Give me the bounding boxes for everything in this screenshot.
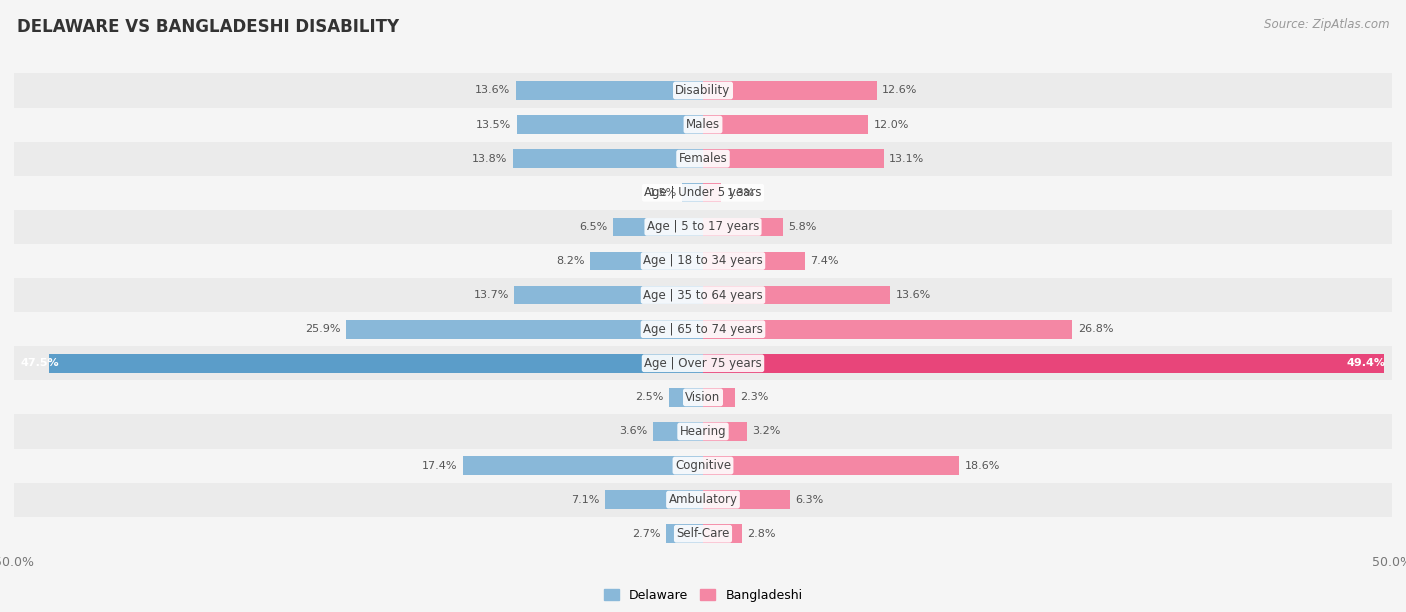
Text: Hearing: Hearing xyxy=(679,425,727,438)
Bar xyxy=(654,422,703,441)
Text: 6.5%: 6.5% xyxy=(579,222,607,232)
Bar xyxy=(703,149,883,168)
Text: 49.4%: 49.4% xyxy=(1346,358,1385,368)
Text: Age | 18 to 34 years: Age | 18 to 34 years xyxy=(643,255,763,267)
Bar xyxy=(703,286,890,304)
Bar xyxy=(14,346,1392,380)
Bar xyxy=(703,81,876,100)
Bar xyxy=(703,184,721,202)
Text: 13.1%: 13.1% xyxy=(889,154,924,163)
Bar xyxy=(703,252,806,271)
Text: 2.8%: 2.8% xyxy=(747,529,776,539)
Text: Source: ZipAtlas.com: Source: ZipAtlas.com xyxy=(1264,18,1389,31)
Bar xyxy=(14,380,1392,414)
Text: Age | Over 75 years: Age | Over 75 years xyxy=(644,357,762,370)
Text: Disability: Disability xyxy=(675,84,731,97)
Bar xyxy=(703,354,1384,373)
Bar xyxy=(14,108,1392,141)
Text: 12.6%: 12.6% xyxy=(882,86,918,95)
Text: Females: Females xyxy=(679,152,727,165)
Bar xyxy=(14,244,1392,278)
Text: 2.3%: 2.3% xyxy=(740,392,769,402)
Text: 12.0%: 12.0% xyxy=(875,119,910,130)
Bar xyxy=(666,524,703,543)
Bar xyxy=(463,456,703,475)
Text: DELAWARE VS BANGLADESHI DISABILITY: DELAWARE VS BANGLADESHI DISABILITY xyxy=(17,18,399,36)
Text: 26.8%: 26.8% xyxy=(1078,324,1114,334)
Bar xyxy=(516,81,703,100)
Bar xyxy=(14,483,1392,517)
Bar xyxy=(703,388,735,407)
Text: 3.2%: 3.2% xyxy=(752,427,780,436)
Bar xyxy=(48,354,703,373)
Bar xyxy=(513,149,703,168)
Text: 25.9%: 25.9% xyxy=(305,324,340,334)
Bar xyxy=(517,115,703,134)
Bar xyxy=(346,320,703,338)
Text: 1.3%: 1.3% xyxy=(727,188,755,198)
Text: 13.6%: 13.6% xyxy=(896,290,931,300)
Bar xyxy=(515,286,703,304)
Bar xyxy=(591,252,703,271)
Bar xyxy=(14,312,1392,346)
Text: 13.7%: 13.7% xyxy=(474,290,509,300)
Text: Age | 5 to 17 years: Age | 5 to 17 years xyxy=(647,220,759,233)
Bar xyxy=(703,456,959,475)
Bar xyxy=(682,184,703,202)
Bar xyxy=(703,490,790,509)
Bar xyxy=(703,115,869,134)
Bar xyxy=(669,388,703,407)
Text: Age | 35 to 64 years: Age | 35 to 64 years xyxy=(643,289,763,302)
Text: 6.3%: 6.3% xyxy=(796,494,824,505)
Text: 13.6%: 13.6% xyxy=(475,86,510,95)
Text: 5.8%: 5.8% xyxy=(789,222,817,232)
Text: 13.5%: 13.5% xyxy=(477,119,512,130)
Bar xyxy=(14,210,1392,244)
Text: 2.5%: 2.5% xyxy=(634,392,664,402)
Text: Self-Care: Self-Care xyxy=(676,528,730,540)
Text: Age | Under 5 years: Age | Under 5 years xyxy=(644,186,762,200)
Bar xyxy=(605,490,703,509)
Text: Vision: Vision xyxy=(685,391,721,404)
Legend: Delaware, Bangladeshi: Delaware, Bangladeshi xyxy=(603,589,803,602)
Bar xyxy=(14,278,1392,312)
Bar xyxy=(703,524,741,543)
Text: Males: Males xyxy=(686,118,720,131)
Bar xyxy=(14,517,1392,551)
Text: 47.5%: 47.5% xyxy=(21,358,59,368)
Text: Cognitive: Cognitive xyxy=(675,459,731,472)
Bar xyxy=(703,320,1073,338)
Text: 13.8%: 13.8% xyxy=(472,154,508,163)
Text: 3.6%: 3.6% xyxy=(620,427,648,436)
Bar xyxy=(14,176,1392,210)
Text: 18.6%: 18.6% xyxy=(965,461,1000,471)
Text: 7.4%: 7.4% xyxy=(810,256,839,266)
Text: Ambulatory: Ambulatory xyxy=(668,493,738,506)
Text: Age | 65 to 74 years: Age | 65 to 74 years xyxy=(643,323,763,335)
Bar xyxy=(14,141,1392,176)
Bar xyxy=(14,73,1392,108)
Text: 7.1%: 7.1% xyxy=(571,494,599,505)
Bar xyxy=(703,422,747,441)
Text: 1.5%: 1.5% xyxy=(648,188,676,198)
Text: 8.2%: 8.2% xyxy=(555,256,585,266)
Text: 17.4%: 17.4% xyxy=(422,461,458,471)
Bar xyxy=(14,414,1392,449)
Bar xyxy=(613,217,703,236)
Bar xyxy=(703,217,783,236)
Bar xyxy=(14,449,1392,483)
Text: 2.7%: 2.7% xyxy=(631,529,661,539)
